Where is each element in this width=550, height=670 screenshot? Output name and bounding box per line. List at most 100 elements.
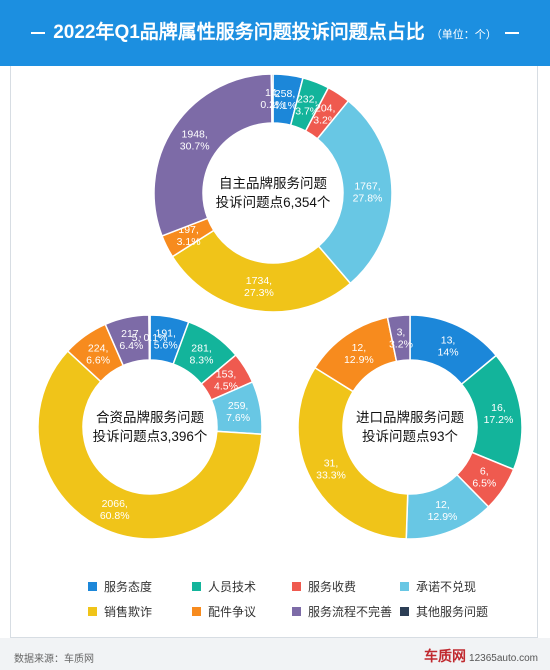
legend-item: 销售欺诈 — [88, 603, 192, 620]
slice-label-line: 5.6% — [154, 339, 178, 351]
donut-slice — [386, 314, 411, 363]
slice-label-line: 12.9% — [344, 354, 374, 366]
slice-label: 217, 6.4% — [119, 328, 143, 352]
legend-item: 配件争议 — [192, 603, 292, 620]
slice-label-line: 1948, — [182, 129, 208, 141]
slice-label-line: 6, — [480, 465, 489, 477]
legend-item: 服务态度 — [88, 578, 192, 595]
slice-label-line: 33.3% — [316, 470, 346, 482]
footer: 数据来源：车质网 车质网 12365auto.com — [0, 638, 550, 670]
slice-label: 3, 3.2% — [389, 326, 413, 350]
slice-label: 16, 17.2% — [484, 402, 514, 426]
slice-label-line: 3.2% — [389, 338, 413, 350]
slice-label-line: 1767, — [354, 180, 380, 192]
legend-swatch — [88, 607, 97, 616]
donut-slice — [37, 349, 263, 540]
slice-label-line: 1734, — [246, 275, 272, 287]
donut-center-label: 自主品牌服务问题投诉问题点6,354个 — [216, 175, 331, 210]
donut-slice — [297, 366, 409, 540]
donut-chart: 191, 5.6% 281, 8.3%153, 4.5% 259, 7.6% 2066, 60.… — [37, 314, 263, 540]
legend-label: 服务流程不完善 — [308, 605, 393, 619]
slice-label: 13, 14% — [438, 334, 459, 358]
legend-swatch — [192, 607, 201, 616]
logo-url: 12365auto.com — [469, 653, 538, 664]
slice-label-line: 232, — [297, 93, 317, 105]
legend-item: 人员技术 — [192, 578, 292, 595]
slice-label-line: 13, — [441, 334, 456, 346]
slice-label: 258, 4.1% — [273, 88, 297, 112]
legend-swatch — [88, 582, 97, 591]
unit-label: （单位：个） — [430, 29, 497, 41]
title-dash-left — [31, 31, 46, 34]
slice-label-line: 30.7% — [180, 141, 210, 153]
slice-label-line: 16, — [491, 402, 506, 414]
donut-chart: 13, 14%16, 17.2%6, 6.5%12, 12.9%31, 33.3%12, 1… — [297, 314, 523, 540]
slice-label-line: 3.7% — [295, 105, 319, 117]
slice-label: 191, 5.6% — [154, 327, 178, 351]
slice-label: 2066, 60.8% — [100, 498, 130, 522]
slice-label-line: 2066, — [102, 498, 128, 510]
center-label-line: 进口品牌服务问题 — [356, 409, 464, 425]
slice-label-line: 0.2% — [260, 99, 284, 111]
slice-label-line: 7.6% — [226, 412, 250, 424]
slice-label: 12, 12.9% — [344, 342, 374, 366]
slice-label-line: 17.2% — [484, 414, 514, 426]
slice-label: 197, 3.1% — [177, 224, 201, 248]
slice-label-line: 12, — [352, 342, 367, 354]
slice-label: 1734, 27.3% — [244, 275, 274, 299]
slice-label-line: 14% — [438, 346, 459, 358]
legend-item: 服务流程不完善 — [292, 603, 400, 620]
slice-label-line: 217, — [121, 328, 141, 340]
slice-label-line: 4.1% — [273, 100, 297, 112]
slice-label-line: 224, — [88, 343, 108, 355]
center-label-line: 投诉问题点93个 — [362, 429, 459, 444]
donut-center-label: 合资品牌服务问题投诉问题点3,396个 — [93, 409, 208, 444]
slice-label: 1948, 30.7% — [180, 129, 210, 153]
slice-label-line: 3.1% — [177, 236, 201, 248]
slice-label: 6, 6.5% — [472, 465, 496, 489]
slice-label: 153, 4.5% — [214, 368, 238, 392]
slice-label: 5, 0.1% — [132, 332, 168, 344]
donut-slice — [148, 314, 151, 361]
slice-label-line: 5, 0.1% — [132, 332, 168, 344]
slice-label: 12, 12.9% — [428, 499, 458, 523]
slice-label-line: 6.5% — [472, 477, 496, 489]
slice-label: 224, 6.6% — [86, 343, 110, 367]
title-text: 2022年Q1品牌属性服务问题投诉问题点占比 — [53, 22, 425, 43]
page-title: 2022年Q1品牌属性服务问题投诉问题点占比 （单位：个） — [0, 20, 550, 48]
slice-label: 14, 0.2% — [260, 87, 284, 111]
slice-label-line: 12.9% — [428, 511, 458, 523]
center-label-line: 投诉问题点3,396个 — [93, 429, 208, 444]
legend-swatch — [292, 607, 301, 616]
slice-label-line: 14, — [265, 87, 280, 99]
slice-label-line: 6.6% — [86, 355, 110, 367]
donut-slice — [270, 73, 274, 124]
brand-logo: 车质网 12365auto.com — [424, 646, 538, 666]
slice-label-line: 4.5% — [214, 380, 238, 392]
center-label-line: 投诉问题点6,354个 — [216, 195, 331, 210]
donut-slice — [171, 229, 352, 313]
legend-item: 承诺不兑现 — [400, 578, 508, 595]
legend-label: 销售欺诈 — [104, 605, 153, 619]
legend-label: 配件争议 — [208, 605, 257, 619]
slice-label-line: 259, — [228, 400, 248, 412]
slice-label-line: 281, — [191, 342, 211, 354]
legend-swatch — [400, 582, 409, 591]
legend-label: 承诺不兑现 — [416, 580, 477, 594]
legend-label: 服务态度 — [104, 580, 153, 594]
center-label-line: 自主品牌服务问题 — [219, 175, 327, 191]
legend-label: 其他服务问题 — [416, 605, 489, 619]
donut-charts: 258, 4.1%232, 3.7%204, 3.2%1767, 27.8%1734, 2… — [37, 73, 523, 540]
donut-chart: 258, 4.1%232, 3.7%204, 3.2%1767, 27.8%1734, 2… — [153, 73, 393, 313]
slice-label-line: 6.4% — [119, 340, 143, 352]
legend-swatch — [292, 582, 301, 591]
header-bar: 2022年Q1品牌属性服务问题投诉问题点占比 （单位：个） — [0, 0, 550, 66]
slice-label: 232, 3.7% — [295, 93, 319, 117]
slice-label-line: 60.8% — [100, 510, 130, 522]
slice-label-line: 27.3% — [244, 287, 274, 299]
slice-label-line: 27.8% — [353, 192, 383, 204]
slice-label-line: 31, — [324, 458, 339, 470]
slice-label: 281, 8.3% — [190, 342, 214, 366]
slice-label-line: 153, — [216, 368, 236, 380]
title-dash-right — [504, 31, 519, 34]
